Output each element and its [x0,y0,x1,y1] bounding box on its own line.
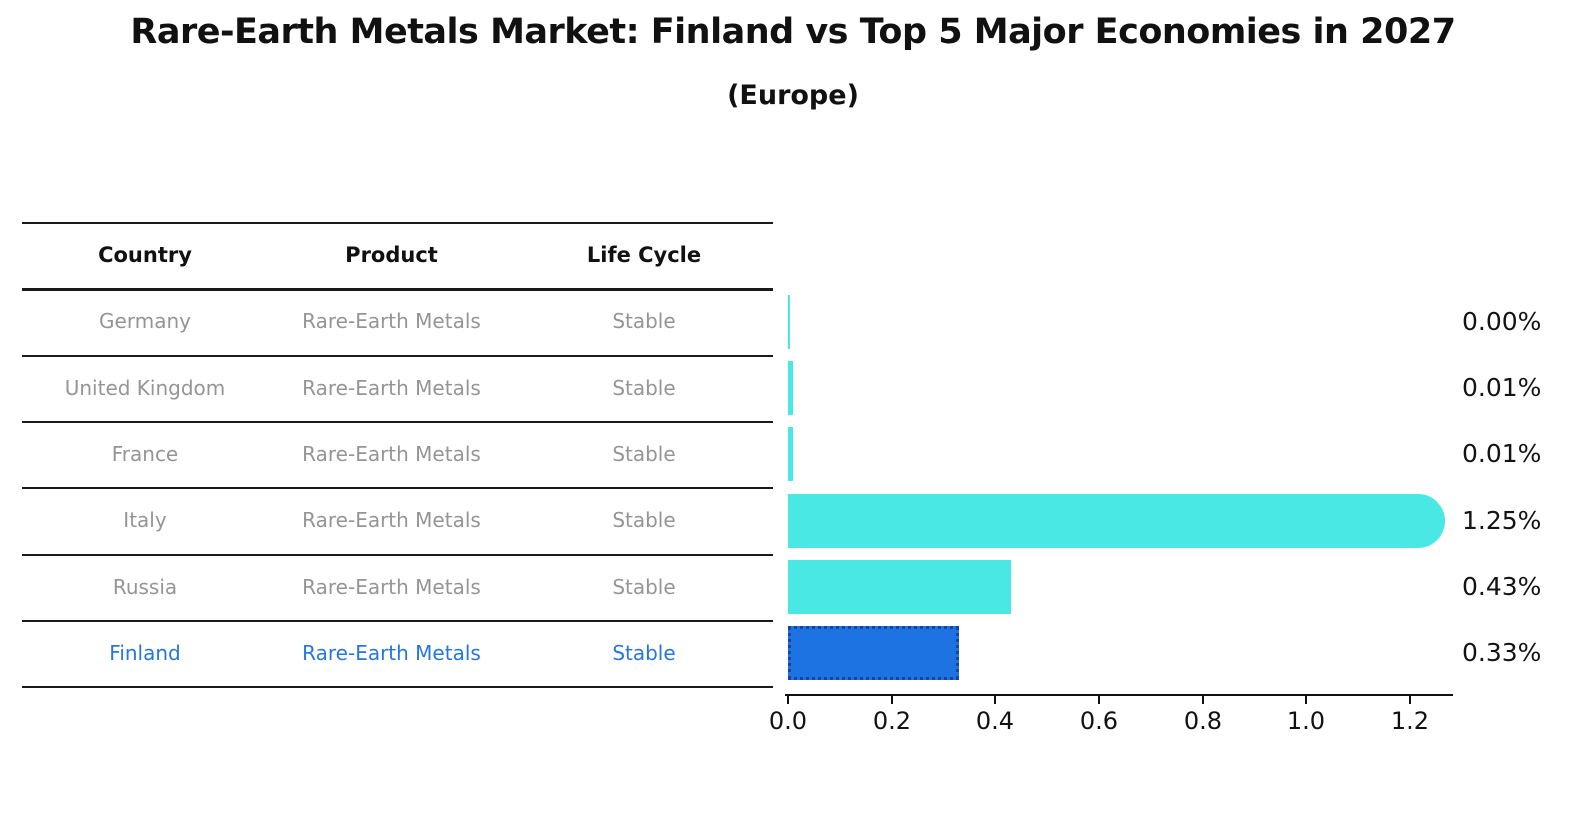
cell-country: Italy [123,508,167,532]
cell-country: Russia [112,575,178,599]
table-rule [22,620,773,622]
table-rule [22,288,773,291]
value-label-germany: 0.00% [1462,307,1542,336]
chart-title: Rare-Earth Metals Market: Finland vs Top… [130,12,1456,52]
cell-product: Rare-Earth Metals [302,376,481,400]
x-tick-mark [1202,696,1204,704]
cell-product: Rare-Earth Metals [302,575,481,599]
column-header-product: Product [345,243,438,267]
bar-italy [788,494,1446,548]
cell-product: Rare-Earth Metals [302,442,481,466]
table-row-france: France Rare-Earth Metals Stable [22,421,773,487]
table-row-united-kingdom: United Kingdom Rare-Earth Metals Stable [22,355,773,421]
x-tick-mark [1305,696,1307,704]
x-tick-mark [1098,696,1100,704]
cell-life-cycle: Stable [612,442,676,466]
x-tick-label: 0.0 [768,707,808,735]
column-header-life-cycle: Life Cycle [586,243,702,267]
cell-country: United Kingdom [64,376,226,400]
bar-france [788,427,794,481]
cell-life-cycle: Stable [612,575,676,599]
cell-country: France [111,442,179,466]
chart-subtitle: (Europe) [727,80,859,111]
table-rule [22,554,773,556]
cell-product: Rare-Earth Metals [302,641,481,665]
value-label-russia: 0.43% [1462,572,1542,601]
x-tick-label: 0.4 [975,707,1015,735]
column-header-country: Country [98,243,192,267]
table-row-russia: Russia Rare-Earth Metals Stable [22,554,773,620]
cell-product: Rare-Earth Metals [302,309,481,333]
x-tick-label: 0.8 [1183,707,1223,735]
x-tick-mark [1409,696,1411,704]
table-header-row: Country Product Life Cycle [22,222,773,288]
x-tick-mark [891,696,893,704]
x-tick-label: 1.0 [1286,707,1326,735]
value-label-france: 0.01% [1462,439,1542,468]
cell-life-cycle: Stable [612,376,676,400]
x-tick-label: 1.2 [1390,707,1430,735]
bar-finland [788,626,960,680]
value-label-finland: 0.33% [1462,638,1542,667]
table-rule [22,686,773,688]
table-rule [22,487,773,489]
cell-country: Finland [109,641,181,665]
table-row-italy: Italy Rare-Earth Metals Stable [22,487,773,553]
cell-life-cycle: Stable [612,641,676,665]
table-rule [22,421,773,423]
cell-life-cycle: Stable [612,309,676,333]
value-label-united-kingdom: 0.01% [1462,373,1542,402]
cell-product: Rare-Earth Metals [302,508,481,532]
x-tick-mark [787,696,789,704]
x-tick-mark [994,696,996,704]
table-row-germany: Germany Rare-Earth Metals Stable [22,288,773,354]
value-label-italy: 1.25% [1462,506,1542,535]
cell-life-cycle: Stable [612,508,676,532]
x-axis-line [785,694,1453,696]
table-rule [22,222,773,224]
table-rule [22,355,773,357]
x-tick-label: 0.6 [1079,707,1119,735]
x-tick-label: 0.2 [872,707,912,735]
bar-united-kingdom [788,361,794,415]
table-row-finland: Finland Rare-Earth Metals Stable [22,620,773,686]
bar-germany [788,295,790,349]
bar-russia [788,560,1011,614]
cell-country: Germany [99,309,191,333]
